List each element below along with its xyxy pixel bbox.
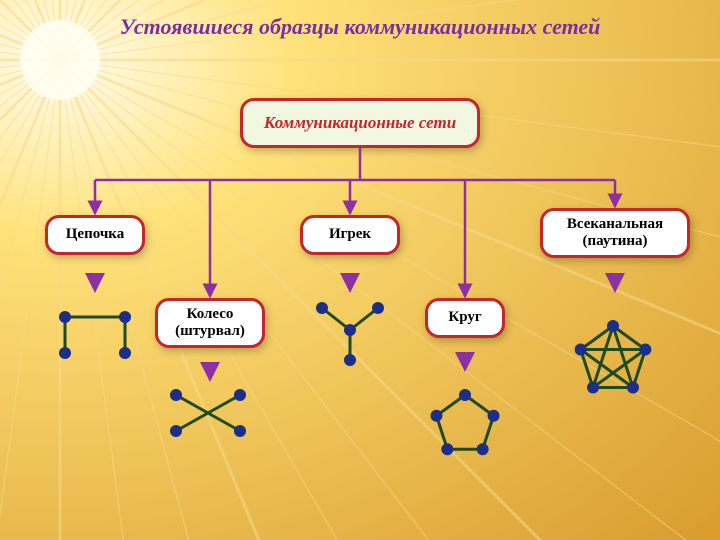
background-sunburst [0,0,720,540]
sub-box-label: Цепочка [66,226,124,243]
sub-box-web: Всеканальная (паутина) [540,208,690,258]
network-graphs [0,0,720,540]
sub-box-wheel: Колесо (штурвал) [155,298,265,348]
sub-box-label: Игрек [329,226,371,243]
sub-box-chain: Цепочка [45,215,145,255]
circle-graph [430,389,499,455]
sub-box-label: Круг [448,309,481,326]
y-graph [316,302,384,366]
sub-box-label: Колесо (штурвал) [175,306,245,341]
web-graph [575,320,652,394]
sub-box-label: Всеканальная (паутина) [567,216,663,251]
chain-graph [59,311,131,359]
connector-lines [0,0,720,540]
main-box: Коммуникационные сети [240,98,480,148]
main-box-label: Коммуникационные сети [264,113,456,133]
wheel-graph [170,389,246,437]
sub-box-circle: Круг [425,298,505,338]
page-title: Устоявшиеся образцы коммуникационных сет… [0,14,720,40]
sub-box-y: Игрек [300,215,400,255]
